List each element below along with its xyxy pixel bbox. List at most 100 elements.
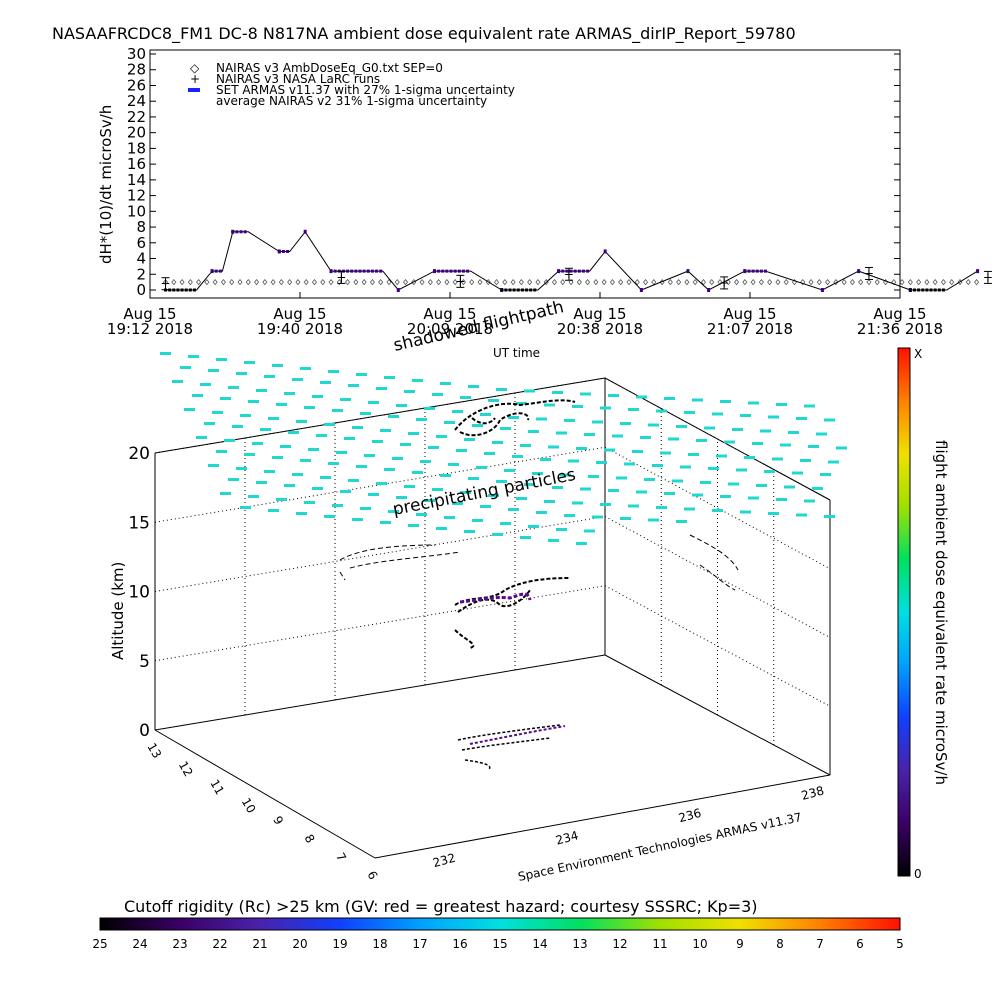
nairas-sep0-point <box>916 278 922 286</box>
flight-track-mid-hi <box>459 592 532 604</box>
rigidity-tick-label: 19 <box>332 937 347 951</box>
nairas-sep0-point <box>709 278 715 286</box>
rigidity-tick-label: 18 <box>372 937 387 951</box>
nairas-sep0-point <box>361 278 367 286</box>
legend-entry: NAIRAS v3 NASA LaRC runs <box>216 72 380 86</box>
particle-marker <box>372 440 383 443</box>
particle-marker <box>500 427 511 430</box>
y-tick-label: 30 <box>127 45 146 63</box>
particle-marker <box>336 451 347 454</box>
particle-marker <box>600 503 611 506</box>
particle-marker <box>584 433 595 436</box>
particle-marker <box>244 453 255 456</box>
particle-marker <box>504 469 515 472</box>
particle-marker <box>776 498 787 501</box>
rigidity-tick-label: 9 <box>736 937 744 951</box>
particle-marker <box>236 372 247 375</box>
larc-point: + <box>719 276 729 290</box>
armas-point <box>586 269 590 273</box>
armas-point <box>921 288 925 292</box>
particle-marker <box>444 421 455 424</box>
particle-marker <box>252 442 263 445</box>
armas-point <box>764 269 768 273</box>
nairas-sep0-point <box>229 278 235 286</box>
nairas-sep0-point <box>907 278 913 286</box>
particle-marker <box>212 411 223 414</box>
armas-point <box>303 229 307 234</box>
particle-marker <box>620 517 631 520</box>
armas-point <box>929 288 933 292</box>
armas-point <box>941 288 945 292</box>
z-axis-label: Altitude (km) <box>109 562 127 660</box>
nairas-sep0-point <box>163 278 169 286</box>
particle-marker <box>444 516 455 519</box>
armas-point <box>366 269 370 273</box>
armas-point <box>445 269 449 273</box>
y-floor-tick-label: 11 <box>207 777 227 797</box>
particle-marker <box>748 401 759 405</box>
y-tick-label: 2 <box>136 265 146 283</box>
particle-marker <box>748 496 759 500</box>
armas-point <box>362 269 366 273</box>
y-tick-label: 10 <box>127 202 146 220</box>
particle-marker <box>576 447 587 450</box>
armas-point <box>441 269 445 273</box>
x-tick-date: Aug 15 <box>123 305 176 323</box>
z-tick-label: 10 <box>128 583 150 603</box>
armas-point <box>533 288 537 292</box>
particle-marker <box>368 493 379 496</box>
rigidity-tick-label: 22 <box>212 937 227 951</box>
particle-marker <box>280 445 291 448</box>
particle-marker <box>564 514 575 517</box>
particle-marker <box>740 510 751 514</box>
particle-marker <box>460 491 471 494</box>
particle-marker <box>516 497 527 500</box>
3d-axis-ticks: 0 5 10 15 20 13 12 11 10 9 8 7 6 232 234 236 238 <box>128 444 825 882</box>
armas-point <box>512 288 516 292</box>
particle-marker <box>260 428 271 431</box>
x-floor-tick-label: 232 <box>431 851 457 870</box>
legend-symbol: ◇ <box>190 61 200 75</box>
particle-marker <box>668 437 679 441</box>
particle-marker <box>344 437 355 440</box>
particle-marker <box>428 446 439 449</box>
particle-marker <box>284 392 295 395</box>
particle-marker <box>560 473 571 477</box>
particle-marker <box>300 459 311 462</box>
rigidity-tick-label: 23 <box>172 937 187 951</box>
rigidity-colorbar-ramp <box>99 917 901 931</box>
particle-marker <box>704 426 715 430</box>
nairas-sep0-point <box>585 278 591 286</box>
particle-marker <box>256 389 267 392</box>
armas-point <box>525 288 529 292</box>
x-tick-date: Aug 15 <box>423 305 476 323</box>
armas-point <box>466 269 470 273</box>
armas-point <box>370 269 374 273</box>
y-floor-tick-label: 8 <box>302 832 318 846</box>
armas-point <box>500 288 504 292</box>
particle-marker <box>676 520 687 523</box>
larc-point: + <box>983 270 993 284</box>
shadow-track-floor-hi <box>469 725 566 745</box>
armas-point <box>565 269 569 273</box>
particle-marker <box>552 391 563 394</box>
y-tick-label: 24 <box>127 92 146 110</box>
particle-marker <box>580 392 591 396</box>
y-tick-label: 18 <box>127 139 146 157</box>
nairas-sep0-point <box>874 278 880 286</box>
particle-marker <box>684 411 695 414</box>
grid-line <box>604 516 831 638</box>
particle-marker <box>772 457 783 461</box>
particle-marker <box>732 428 743 431</box>
armas-point <box>569 269 573 273</box>
particle-marker <box>248 400 259 403</box>
particle-marker <box>720 400 731 403</box>
particle-marker <box>684 507 695 511</box>
nairas-sep0-point <box>816 278 822 286</box>
armas-point <box>908 288 912 292</box>
rigidity-tick-label: 17 <box>412 937 427 951</box>
particle-marker <box>236 467 247 470</box>
y-floor-tick-label: 13 <box>144 741 164 761</box>
